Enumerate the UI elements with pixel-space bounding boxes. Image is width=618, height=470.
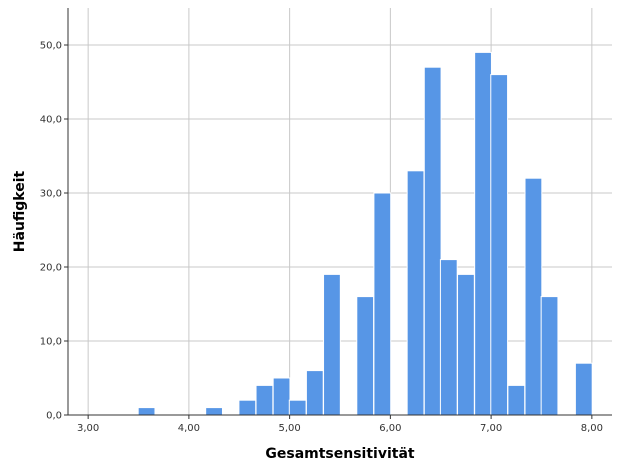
histogram-bar xyxy=(423,66,442,416)
x-tick-label: 3,00 xyxy=(77,423,99,434)
y-axis-title: Häufigkeit xyxy=(12,170,28,252)
histogram-bar xyxy=(507,384,526,416)
y-tick-label: 20,0 xyxy=(40,263,62,274)
histogram-bar xyxy=(373,192,392,416)
tick-labels: 0,0 10,0 20,0 30,0 40,0 50,0 3,00 4,00 5,00 6,00 7… xyxy=(40,41,603,435)
x-tick-label: 4,00 xyxy=(178,423,200,434)
bars xyxy=(137,51,593,416)
histogram-bar xyxy=(439,259,458,416)
histogram-bar xyxy=(490,74,509,416)
y-tick-label: 50,0 xyxy=(40,41,62,52)
y-tick-label: 40,0 xyxy=(40,115,62,126)
histogram-bar xyxy=(272,377,291,416)
histogram-bar xyxy=(305,370,324,416)
x-tick-label: 8,00 xyxy=(581,423,603,434)
histogram-bar xyxy=(356,296,375,416)
y-tick-label: 30,0 xyxy=(40,189,62,200)
histogram-bar xyxy=(288,399,307,416)
histogram-bar xyxy=(474,51,492,416)
x-tick-label: 6,00 xyxy=(379,423,401,434)
x-tick-label: 7,00 xyxy=(480,423,502,434)
x-tick-label: 5,00 xyxy=(278,423,300,434)
axes xyxy=(64,8,612,419)
histogram-bar xyxy=(137,407,156,416)
histogram-bar xyxy=(323,273,341,416)
histogram-bar xyxy=(524,177,543,416)
histogram-bar xyxy=(255,384,274,416)
histogram-bar xyxy=(457,273,475,416)
y-tick-label: 10,0 xyxy=(40,337,62,348)
histogram-bar xyxy=(540,296,559,416)
x-axis-title: Gesamtsensitivität xyxy=(265,446,415,462)
histogram-bar xyxy=(238,399,257,416)
y-tick-label: 0,0 xyxy=(46,411,62,422)
grid-lines xyxy=(68,8,612,415)
histogram-bar xyxy=(574,362,593,416)
histogram-bar xyxy=(406,170,425,416)
histogram-bar xyxy=(205,407,223,416)
